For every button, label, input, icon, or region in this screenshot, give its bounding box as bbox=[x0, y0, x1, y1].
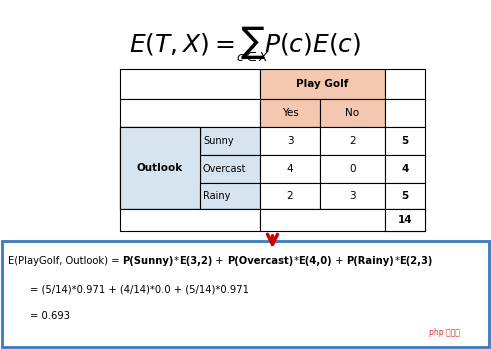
FancyBboxPatch shape bbox=[120, 127, 200, 209]
FancyBboxPatch shape bbox=[120, 69, 260, 99]
Text: = 0.693: = 0.693 bbox=[30, 311, 70, 321]
Text: = (5/14)*0.971 + (4/14)*0.0 + (5/14)*0.971: = (5/14)*0.971 + (4/14)*0.0 + (5/14)*0.9… bbox=[30, 284, 249, 294]
Text: 3: 3 bbox=[349, 191, 356, 201]
Text: +: + bbox=[332, 256, 347, 266]
FancyBboxPatch shape bbox=[260, 127, 320, 155]
FancyBboxPatch shape bbox=[2, 241, 489, 347]
FancyBboxPatch shape bbox=[200, 183, 260, 209]
Text: 5: 5 bbox=[401, 191, 409, 201]
Text: +: + bbox=[213, 256, 227, 266]
Text: Play Golf: Play Golf bbox=[296, 79, 349, 89]
FancyBboxPatch shape bbox=[385, 209, 425, 231]
Text: P(Sunny): P(Sunny) bbox=[123, 256, 174, 266]
Text: E(4,0): E(4,0) bbox=[298, 256, 332, 266]
Text: 3: 3 bbox=[287, 136, 293, 146]
FancyBboxPatch shape bbox=[320, 155, 385, 183]
Text: $E(T, X) = \sum P(c)E(c)$: $E(T, X) = \sum P(c)E(c)$ bbox=[129, 24, 361, 61]
FancyBboxPatch shape bbox=[200, 155, 260, 183]
FancyBboxPatch shape bbox=[120, 209, 260, 210]
Text: No: No bbox=[346, 108, 359, 118]
Text: 2: 2 bbox=[349, 136, 356, 146]
Text: Sunny: Sunny bbox=[203, 136, 234, 146]
Text: P(Rainy): P(Rainy) bbox=[347, 256, 394, 266]
Text: Overcast: Overcast bbox=[203, 164, 246, 174]
Text: *: * bbox=[293, 256, 298, 266]
FancyBboxPatch shape bbox=[260, 209, 385, 210]
FancyBboxPatch shape bbox=[385, 155, 425, 183]
Text: 2: 2 bbox=[287, 191, 293, 201]
Text: E(2,3): E(2,3) bbox=[399, 256, 433, 266]
Text: P(Overcast): P(Overcast) bbox=[227, 256, 293, 266]
FancyBboxPatch shape bbox=[385, 209, 425, 231]
Text: Outlook: Outlook bbox=[137, 163, 183, 173]
FancyBboxPatch shape bbox=[320, 183, 385, 209]
FancyBboxPatch shape bbox=[120, 99, 260, 127]
Text: Rainy: Rainy bbox=[203, 191, 230, 201]
Text: 0: 0 bbox=[349, 164, 356, 174]
Text: $c \in X$: $c \in X$ bbox=[236, 50, 270, 64]
FancyBboxPatch shape bbox=[260, 69, 385, 99]
FancyBboxPatch shape bbox=[260, 155, 320, 183]
FancyBboxPatch shape bbox=[200, 127, 260, 155]
FancyBboxPatch shape bbox=[320, 127, 385, 155]
FancyBboxPatch shape bbox=[320, 99, 385, 127]
Text: 14: 14 bbox=[398, 215, 412, 225]
Text: E(3,2): E(3,2) bbox=[179, 256, 213, 266]
FancyBboxPatch shape bbox=[385, 183, 425, 209]
FancyBboxPatch shape bbox=[385, 127, 425, 155]
Text: *: * bbox=[394, 256, 399, 266]
FancyBboxPatch shape bbox=[260, 209, 385, 231]
Text: php 中文网: php 中文网 bbox=[429, 328, 460, 337]
Text: Yes: Yes bbox=[282, 108, 299, 118]
Text: E(PlayGolf, Outlook) =: E(PlayGolf, Outlook) = bbox=[8, 256, 123, 266]
FancyBboxPatch shape bbox=[385, 99, 425, 127]
Text: 4: 4 bbox=[287, 164, 293, 174]
FancyBboxPatch shape bbox=[120, 209, 260, 231]
FancyBboxPatch shape bbox=[385, 69, 425, 99]
FancyBboxPatch shape bbox=[260, 99, 320, 127]
FancyBboxPatch shape bbox=[120, 127, 200, 209]
Text: 5: 5 bbox=[401, 136, 409, 146]
Text: 4: 4 bbox=[401, 164, 409, 174]
FancyBboxPatch shape bbox=[120, 127, 200, 209]
FancyBboxPatch shape bbox=[260, 183, 320, 209]
Text: *: * bbox=[174, 256, 179, 266]
